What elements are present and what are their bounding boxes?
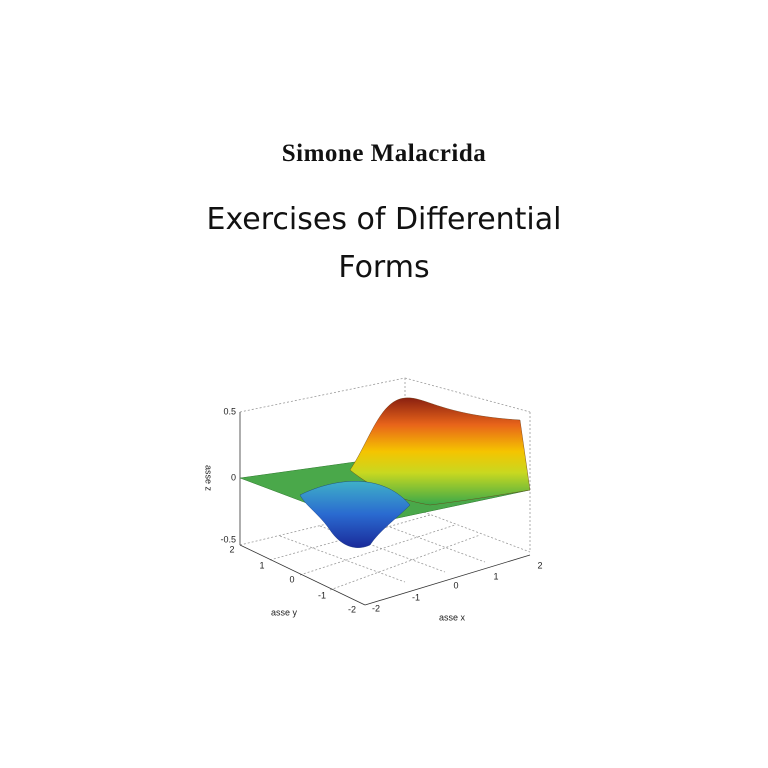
x-tick-label: 2 [537, 560, 542, 570]
surface-dip [299, 481, 411, 548]
z-tick-label: 0.5 [223, 406, 236, 416]
y-tick-label: 1 [259, 560, 264, 570]
z-tick-label: 0 [231, 472, 236, 482]
x-tick-label: -1 [412, 592, 420, 602]
axes [239, 412, 531, 606]
title-line: Forms [338, 250, 430, 285]
y-tick-label: 2 [229, 544, 234, 554]
x-tick-label: -2 [372, 603, 380, 613]
y-tick-label: -1 [318, 590, 326, 600]
z-axis-label: asse z [204, 465, 214, 492]
author: Simone Malacrida [281, 140, 487, 167]
title-line: Exercises of Differential [206, 202, 562, 237]
z-tick-label: -0.5 [220, 534, 236, 544]
y-tick-label: -2 [348, 604, 356, 614]
title: Exercises of Differential Forms [0, 196, 768, 292]
y-axis-label: asse y [271, 607, 298, 617]
x-tick-label: 0 [453, 580, 458, 590]
y-tick-label: 0 [289, 574, 294, 584]
surface-bump [349, 397, 531, 506]
x-axis-label: asse x [439, 612, 466, 622]
x-tick-label: 1 [493, 571, 498, 581]
